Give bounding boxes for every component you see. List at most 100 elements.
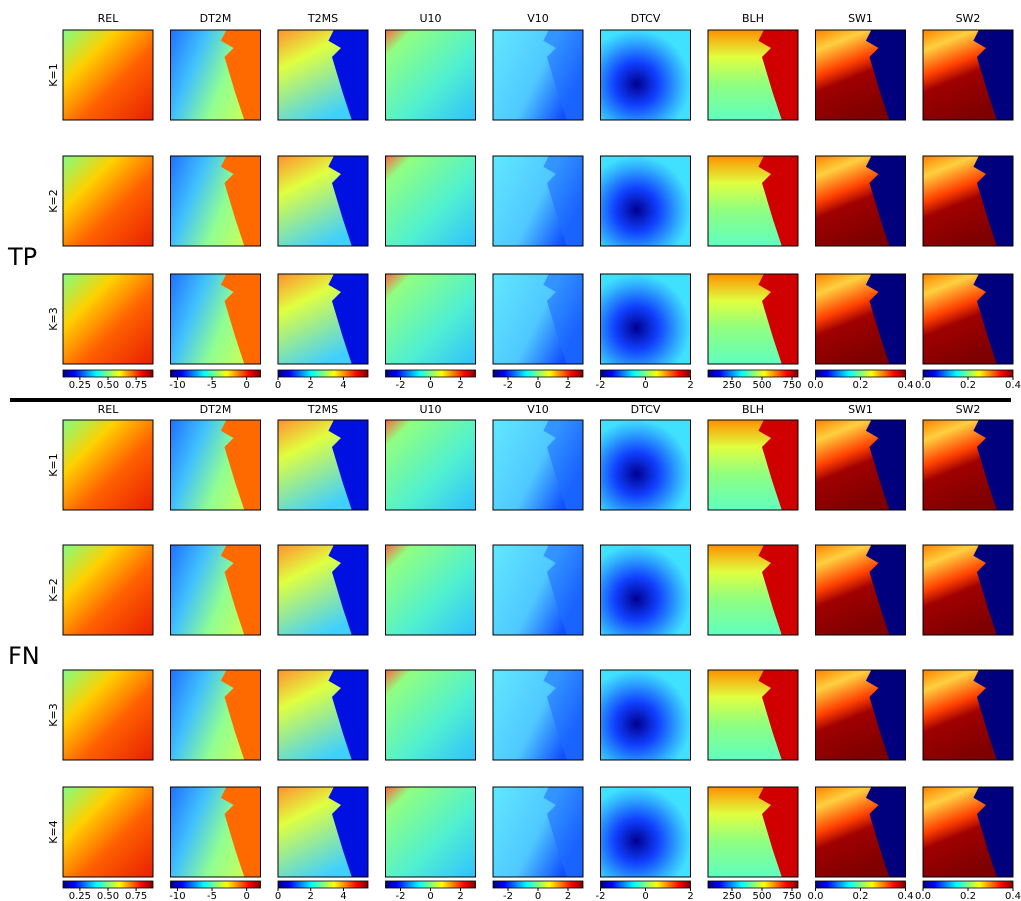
colorbar-tick-label: 2 [308, 380, 314, 391]
heatmap [386, 156, 476, 246]
colorbar-tick-label: -2 [396, 380, 406, 391]
column-title: U10 [419, 403, 441, 416]
column-title: DT2M [200, 12, 232, 25]
colorbar [278, 370, 368, 377]
heatmap [601, 787, 691, 877]
column-title: SW2 [956, 12, 981, 25]
row-label: K=2 [47, 189, 60, 212]
colorbar-tick-label: 2 [687, 891, 693, 901]
colorbar-tick-label: 0.4 [1005, 891, 1021, 901]
column-title: V10 [527, 12, 549, 25]
heatmap [386, 545, 476, 635]
colorbar-tick-label: 0 [642, 891, 648, 901]
colorbar-tick-label: 250 [722, 891, 741, 901]
colorbar-tick-label: -2 [396, 891, 406, 901]
heatmap [386, 274, 476, 364]
colorbar-tick-label: -10 [169, 891, 185, 901]
colorbar-tick-label: 0.2 [960, 380, 976, 391]
heatmap [601, 274, 691, 364]
row-label: K=2 [47, 578, 60, 601]
group-label: TP [7, 243, 37, 271]
row-label: K=3 [47, 307, 60, 330]
heatmap [601, 156, 691, 246]
heatmap [63, 274, 153, 364]
colorbar-tick-label: 0.4 [898, 891, 914, 901]
heatmap [63, 30, 153, 120]
colorbar [493, 881, 583, 888]
colorbar [923, 370, 1013, 377]
colorbar-tick-label: -2 [503, 380, 513, 391]
colorbar-tick-label: -5 [207, 891, 217, 901]
colorbar-tick-label: 2 [565, 380, 571, 391]
colorbar-tick-label: 0 [427, 891, 433, 901]
colorbar-tick-label: 0.25 [69, 380, 91, 391]
colorbar-tick-label: 0 [243, 380, 249, 391]
colorbar [63, 370, 153, 377]
colorbar-tick-label: 2 [457, 891, 463, 901]
colorbar-tick-label: 0.50 [97, 891, 119, 901]
colorbar-tick-label: 500 [752, 891, 771, 901]
colorbar-tick-label: 0.50 [97, 380, 119, 391]
column-title: SW1 [848, 403, 873, 416]
column-title: REL [98, 12, 120, 25]
colorbar-tick-label: 2 [687, 380, 693, 391]
colorbar-tick-label: -2 [596, 891, 606, 901]
heatmap [386, 787, 476, 877]
column-title: DTCV [631, 403, 661, 416]
colorbar-tick-label: 0 [535, 380, 541, 391]
colorbar [601, 370, 691, 377]
row-label: K=3 [47, 703, 60, 726]
colorbar [493, 370, 583, 377]
colorbar-tick-label: 2 [308, 891, 314, 901]
colorbar-tick-label: 0 [427, 380, 433, 391]
colorbar-tick-label: -10 [169, 380, 185, 391]
column-title: U10 [419, 12, 441, 25]
column-title: V10 [527, 403, 549, 416]
heatmap [601, 420, 691, 510]
colorbar [708, 370, 798, 377]
colorbar [63, 881, 153, 888]
heatmap [63, 156, 153, 246]
colorbar-tick-label: -5 [207, 380, 217, 391]
heatmap [386, 670, 476, 760]
row-label: K=4 [47, 820, 60, 843]
colorbar-tick-label: 0.2 [960, 891, 976, 901]
column-title: T2MS [307, 403, 338, 416]
column-title: SW1 [848, 12, 873, 25]
heatmap [63, 787, 153, 877]
heatmap [601, 30, 691, 120]
colorbar-tick-label: 0.25 [69, 891, 91, 901]
row-label: K=1 [47, 453, 60, 476]
colorbar-tick-label: 0.75 [125, 380, 147, 391]
colorbar [386, 370, 476, 377]
colorbar-tick-label: -2 [596, 380, 606, 391]
colorbar-tick-label: 0.0 [808, 380, 824, 391]
colorbar-tick-label: 0.0 [915, 891, 931, 901]
heatmap [63, 420, 153, 510]
colorbar-tick-label: 0 [535, 891, 541, 901]
row-label: K=1 [47, 63, 60, 86]
column-title: DT2M [200, 403, 232, 416]
heatmap [386, 420, 476, 510]
colorbar [386, 881, 476, 888]
group-label: FN [8, 642, 40, 670]
colorbar-tick-label: 250 [722, 380, 741, 391]
column-title: REL [98, 403, 120, 416]
colorbar-tick-label: 0.4 [898, 380, 914, 391]
colorbar [816, 370, 906, 377]
colorbar [601, 881, 691, 888]
colorbar [171, 370, 261, 377]
colorbar [171, 881, 261, 888]
colorbar-tick-label: 0 [642, 380, 648, 391]
column-title: SW2 [956, 403, 981, 416]
heatmap [63, 545, 153, 635]
colorbar [923, 881, 1013, 888]
colorbar-tick-label: 0.0 [915, 380, 931, 391]
colorbar [816, 881, 906, 888]
column-title: DTCV [631, 12, 661, 25]
colorbar-tick-label: 0 [275, 380, 281, 391]
colorbar-tick-label: 750 [782, 380, 801, 391]
colorbar-tick-label: 4 [340, 380, 346, 391]
colorbar-tick-label: 0.2 [853, 380, 869, 391]
colorbar [708, 881, 798, 888]
